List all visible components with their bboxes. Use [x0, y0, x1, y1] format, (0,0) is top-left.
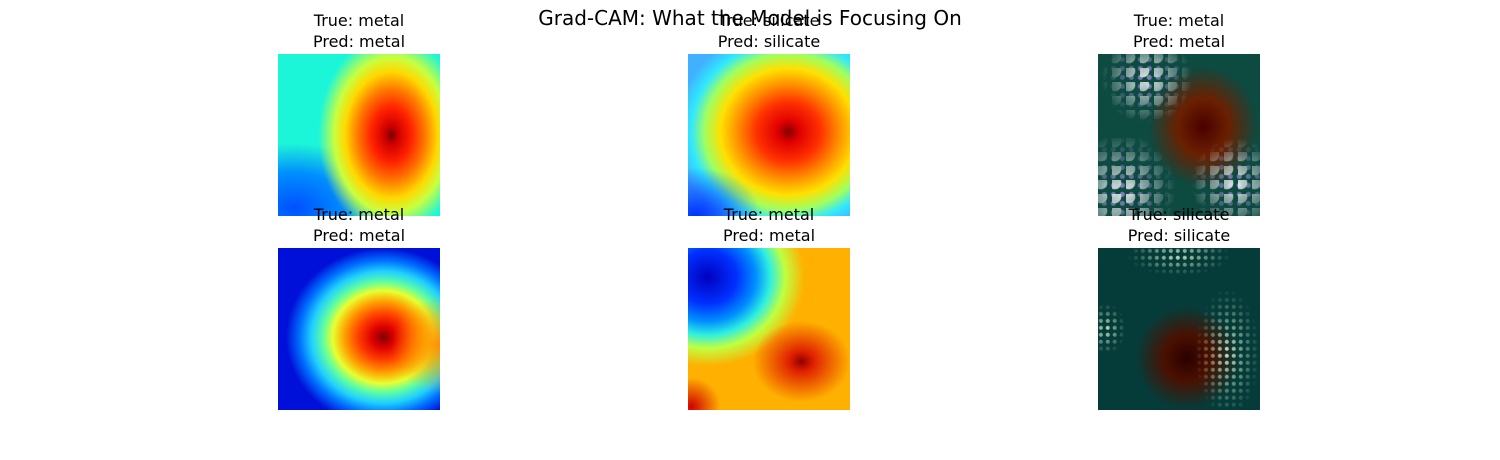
gradcam-heatmap-2: [688, 54, 850, 216]
gradcam-heatmap-4: [688, 248, 850, 410]
panel-6-caption: True: silicate Pred: silicate: [1049, 204, 1309, 246]
gradcam-heatmap-3: [278, 248, 440, 410]
panel-1-pred-label: Pred: metal: [312, 32, 406, 51]
panel-6-true-label: True: silicate: [1128, 205, 1230, 224]
gradcam-heatmap-1: [278, 54, 440, 216]
figure-title: Grad-CAM: What the Model is Focusing On: [538, 6, 962, 30]
panel-1-caption: True: metal Pred: metal: [229, 10, 489, 52]
panel-3-true-label: True: metal: [1133, 11, 1225, 30]
panel-2-true-label: True: silicate: [718, 11, 820, 30]
panel-2-pred-label: Pred: silicate: [717, 32, 821, 51]
panel-5-caption: True: metal Pred: metal: [639, 204, 899, 246]
panel-3-caption: True: metal Pred: metal: [1049, 10, 1309, 52]
panel-4-caption: True: metal Pred: metal: [229, 204, 489, 246]
gradcam-overlay-1: [1098, 54, 1260, 216]
panel-4-true-label: True: metal: [313, 205, 405, 224]
panel-3-pred-label: Pred: metal: [1132, 32, 1226, 51]
gradcam-overlay-2: [1098, 248, 1260, 410]
panel-1-true-label: True: metal: [313, 11, 405, 30]
panel-5-true-label: True: metal: [723, 205, 815, 224]
panel-4-pred-label: Pred: metal: [312, 226, 406, 245]
panel-6-pred-label: Pred: silicate: [1127, 226, 1231, 245]
panel-2-caption: True: silicate Pred: silicate: [639, 10, 899, 52]
panel-5-pred-label: Pred: metal: [722, 226, 816, 245]
